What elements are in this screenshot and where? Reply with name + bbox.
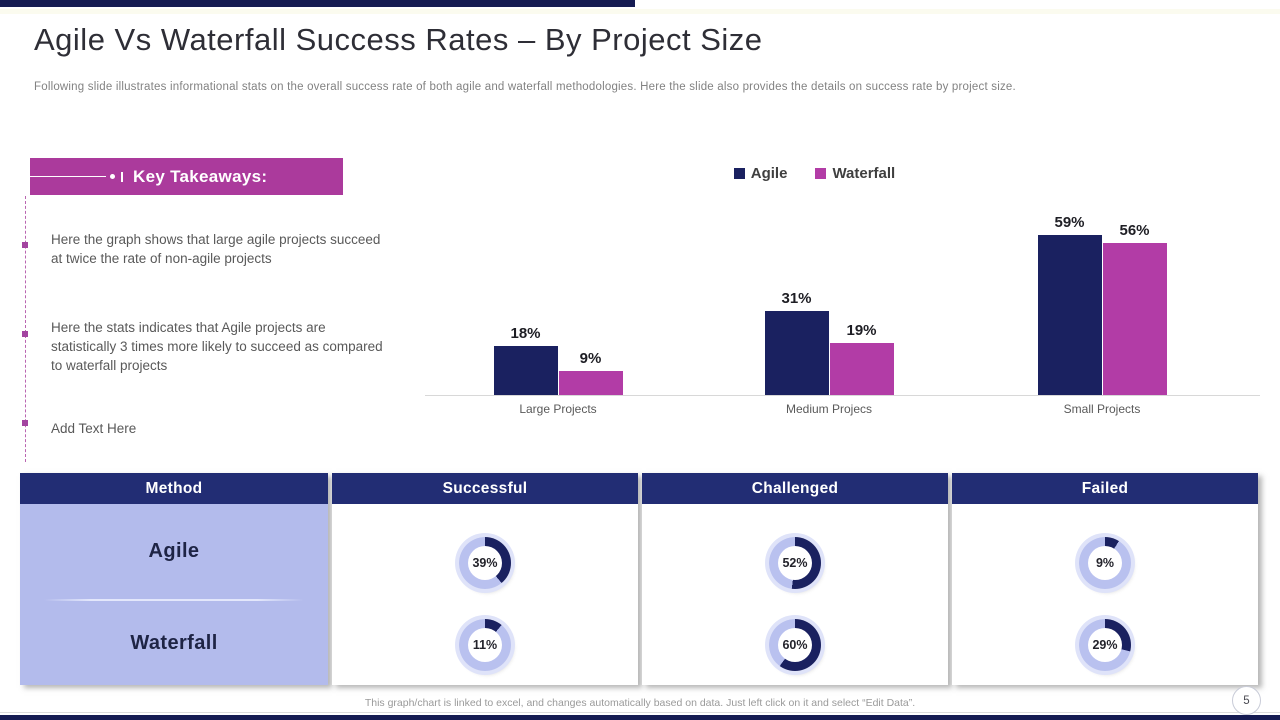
- category-label: Small Projects: [1063, 402, 1141, 416]
- donut-chart-agile-failed[interactable]: 9%: [1079, 536, 1131, 589]
- method-cell-agile: Agile: [148, 540, 200, 562]
- bar-waterfall-2[interactable]: [829, 343, 894, 395]
- bar-value-label: 59%: [1054, 214, 1085, 231]
- bar-wrap: 59%: [1037, 214, 1102, 395]
- bar-waterfall-1[interactable]: [558, 371, 623, 395]
- bar-value-label: 9%: [579, 350, 602, 367]
- donut-chart-waterfall-successful[interactable]: 11%: [459, 619, 511, 671]
- legend-swatch-icon: [815, 168, 827, 179]
- legend-item-waterfall: Waterfall: [815, 165, 895, 182]
- bar-group-3: 59% 56%: [1037, 214, 1167, 395]
- donut-value-label: 29%: [1088, 628, 1122, 662]
- donut-value-label: 60%: [778, 628, 812, 662]
- bar-value-label: 56%: [1119, 222, 1150, 239]
- page-title: Agile Vs Waterfall Success Rates – By Pr…: [34, 22, 763, 57]
- legend-label: Waterfall: [832, 165, 896, 182]
- row-divider: [44, 599, 304, 601]
- donut-chart-agile-challenged[interactable]: 52%: [769, 536, 821, 589]
- top-accent-bar: [0, 0, 635, 7]
- table-header-failed: Failed: [952, 473, 1258, 504]
- bar-chart[interactable]: 18% 9% 31% 19% 59% 56%: [425, 205, 1260, 395]
- donut-value-label: 9%: [1088, 545, 1122, 580]
- key-takeaways-label: Key Takeaways:: [133, 166, 268, 186]
- successful-column-body: 39% 11%: [332, 504, 638, 685]
- donut-row-waterfall: 11%: [332, 599, 638, 685]
- decorative-line: [30, 176, 106, 177]
- bar-value-label: 31%: [781, 290, 812, 307]
- category-label: Medium Projecs: [785, 402, 873, 416]
- table-column-successful: Successful 39% 11%: [332, 473, 638, 685]
- dashed-connector-line: [25, 196, 26, 462]
- methods-comparison-table: Method Agile Waterfall Successful 39% 11%…: [20, 473, 1258, 685]
- donut-chart-waterfall-failed[interactable]: 29%: [1079, 619, 1131, 671]
- failed-column-body: 9% 29%: [952, 504, 1258, 685]
- bottom-accent-bar: [0, 715, 1280, 720]
- donut-row-agile: 52%: [642, 504, 948, 599]
- donut-value-label: 52%: [778, 545, 812, 580]
- category-label: Large Projects: [519, 402, 597, 416]
- table-column-failed: Failed 9% 29%: [952, 473, 1258, 685]
- takeaway-bullet-2: Here the stats indicates that Agile proj…: [51, 320, 383, 374]
- donut-row-waterfall: 29%: [952, 599, 1258, 685]
- bullet-marker-icon: [22, 331, 28, 337]
- legend-item-agile: Agile: [733, 165, 788, 182]
- legend-swatch-icon: [733, 168, 745, 179]
- footer-divider-line: [0, 712, 1280, 713]
- chart-legend: Agile Waterfall: [425, 165, 1260, 182]
- key-takeaways-header: Key Takeaways:: [30, 158, 343, 195]
- table-column-challenged: Challenged 52% 60%: [642, 473, 948, 685]
- bar-group-1: 18% 9%: [493, 325, 623, 395]
- page-number-badge: 5: [1232, 686, 1261, 715]
- page-subtitle: Following slide illustrates informationa…: [34, 81, 1016, 93]
- donut-row-waterfall: 60%: [642, 599, 948, 685]
- method-cell-waterfall: Waterfall: [130, 631, 218, 654]
- bar-agile-1[interactable]: [493, 346, 558, 395]
- bar-wrap: 9%: [558, 350, 623, 395]
- table-header-successful: Successful: [332, 473, 638, 504]
- decorative-dot-icon: [110, 174, 115, 179]
- decorative-tick-icon: [121, 171, 123, 182]
- bar-agile-2[interactable]: [764, 311, 829, 395]
- bar-wrap: 18%: [493, 325, 558, 395]
- challenged-column-body: 52% 60%: [642, 504, 948, 685]
- footer-note: This graph/chart is linked to excel, and…: [364, 697, 916, 709]
- table-column-method: Method Agile Waterfall: [20, 473, 328, 685]
- bullet-marker-icon: [22, 420, 28, 426]
- donut-row-agile: 9%: [952, 504, 1258, 599]
- legend-label: Agile: [750, 165, 788, 182]
- donut-chart-waterfall-challenged[interactable]: 60%: [769, 619, 821, 671]
- bar-waterfall-3[interactable]: [1102, 243, 1167, 395]
- donut-value-label: 11%: [468, 628, 502, 662]
- donut-row-agile: 39%: [332, 504, 638, 599]
- method-column-body: Agile Waterfall: [20, 504, 328, 685]
- bar-group-2: 31% 19%: [764, 290, 894, 395]
- bar-agile-3[interactable]: [1037, 235, 1102, 395]
- bar-wrap: 19%: [829, 322, 894, 395]
- table-header-challenged: Challenged: [642, 473, 948, 504]
- takeaway-placeholder-text[interactable]: Add Text Here: [51, 421, 137, 436]
- bar-value-label: 18%: [510, 325, 541, 342]
- donut-chart-agile-successful[interactable]: 39%: [459, 536, 511, 589]
- bar-value-label: 19%: [846, 322, 877, 339]
- bullet-marker-icon: [22, 242, 28, 248]
- bar-wrap: 56%: [1102, 222, 1167, 395]
- donut-value-label: 39%: [468, 545, 502, 580]
- takeaway-bullet-1: Here the graph shows that large agile pr…: [51, 232, 381, 267]
- background-band: [0, 9, 1280, 14]
- bar-wrap: 31%: [764, 290, 829, 395]
- table-header-method: Method: [20, 473, 328, 504]
- chart-x-axis: [425, 395, 1260, 396]
